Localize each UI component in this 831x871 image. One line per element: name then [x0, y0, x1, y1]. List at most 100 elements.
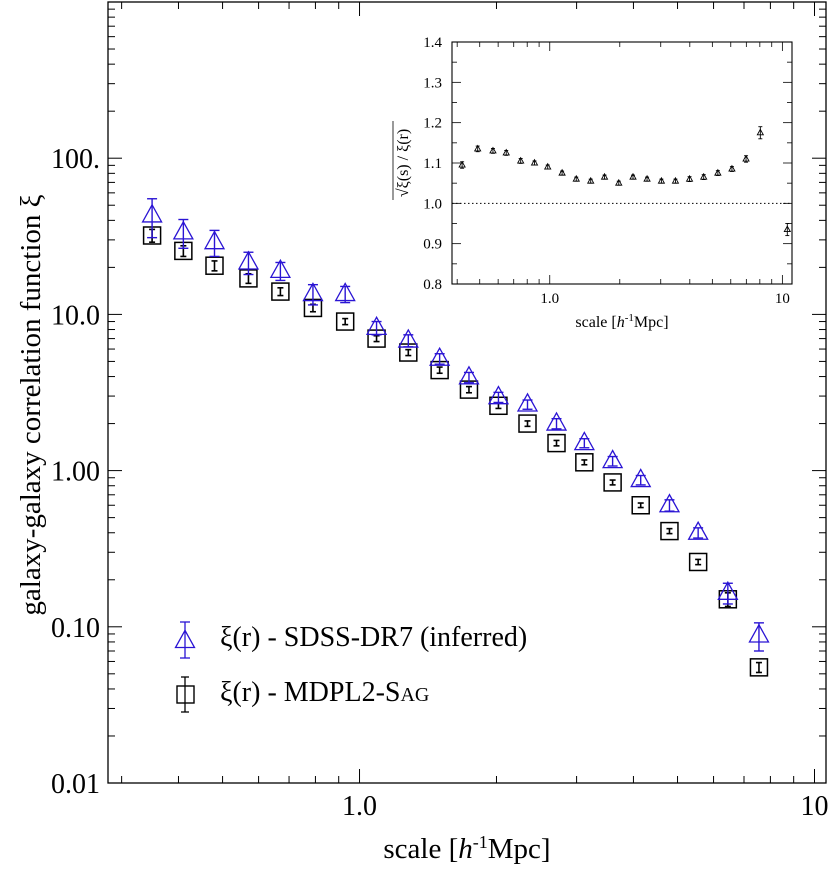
error-bar [579, 438, 590, 449]
triangle-marker [516, 392, 539, 412]
error-bar [211, 260, 218, 272]
data-point [603, 473, 622, 492]
legend-label: ξ(r) - MDPL2-SAG [220, 677, 429, 708]
data-point [489, 146, 497, 154]
data-point [558, 168, 566, 176]
data-point [205, 256, 224, 275]
square-marker [205, 256, 224, 275]
square-marker [688, 552, 708, 572]
data-point [516, 392, 539, 412]
inset-x-tick-label: 10 [775, 291, 790, 307]
y-tick-label: 0.10 [51, 613, 100, 644]
triangle-marker [742, 154, 750, 162]
error-bar [147, 198, 158, 239]
error-bar [524, 420, 531, 428]
triangle-marker [657, 176, 666, 184]
data-point [756, 126, 765, 140]
triangle-marker [543, 162, 552, 170]
error-bar [463, 371, 474, 384]
error-bar [371, 320, 382, 336]
data-point [458, 365, 480, 385]
data-point [575, 453, 594, 472]
data-point [334, 282, 356, 304]
triangle-marker [516, 156, 525, 164]
data-point [728, 164, 736, 172]
square-marker [749, 658, 769, 677]
data-point [530, 158, 539, 166]
data-point [742, 154, 750, 163]
x-axis-label-part: scale [ [383, 833, 458, 865]
triangle-marker [714, 168, 722, 176]
error-bar [664, 499, 675, 512]
data-point [631, 496, 650, 515]
error-bar [307, 283, 318, 306]
error-bar [666, 527, 673, 535]
legend-label-main: ξ(r) - MDPL2-S [220, 677, 400, 708]
data-point [335, 312, 355, 331]
data-point [572, 174, 581, 182]
data-point [141, 198, 163, 239]
y-axis-label: galaxy-galaxy correlation function ξ [15, 194, 47, 615]
inset-plot-frame [451, 41, 793, 285]
error-bar [753, 622, 764, 652]
data-point [749, 658, 769, 677]
error-bar [277, 287, 284, 297]
main-plot-frame [107, 1, 827, 784]
data-point [487, 385, 510, 405]
error-bar [403, 334, 414, 348]
inset-y-tick-label: 1.0 [423, 196, 442, 212]
data-point [473, 144, 482, 153]
y-tick-label: 1.00 [51, 457, 100, 488]
inset-series-ratio [458, 126, 792, 237]
triangle-marker [685, 174, 694, 182]
x-tick-label: 10 [800, 791, 828, 822]
triangle-marker [630, 468, 652, 488]
inset-y-tick-label: 1.3 [423, 75, 442, 91]
data-point [516, 156, 525, 164]
error-bar [755, 661, 762, 674]
square-marker [575, 453, 594, 472]
error-bar [340, 285, 351, 304]
square-marker [660, 521, 679, 541]
square-marker [518, 414, 537, 433]
triangle-marker [530, 158, 539, 166]
inset-y-axis-label: √ξ(s) / ξ(r) [395, 129, 412, 197]
data-point [717, 580, 739, 605]
data-point [365, 315, 388, 336]
y-tick-label: 100. [51, 144, 100, 175]
triangle-marker [502, 148, 510, 156]
data-point [397, 328, 419, 348]
data-point [614, 178, 623, 186]
inset-y-tick-label: 1.2 [423, 116, 442, 132]
data-point [660, 521, 679, 541]
square-marker [547, 433, 566, 453]
triangle-marker [699, 172, 708, 180]
triangle-marker [489, 146, 497, 154]
data-point [600, 172, 609, 180]
data-point [671, 176, 680, 184]
triangle-marker [756, 128, 765, 136]
data-point [547, 433, 566, 453]
error-bar [695, 558, 702, 566]
inset-x-axis-label-part: scale [ [575, 314, 616, 331]
inset-x-tick-label: 1.0 [540, 291, 559, 307]
inset-y-tick-label: 0.9 [423, 237, 442, 253]
data-point [748, 622, 770, 652]
triangle-marker [602, 449, 624, 469]
data-point [237, 250, 260, 276]
data-point [629, 172, 637, 180]
data-point [586, 176, 595, 184]
triangle-marker [572, 174, 581, 182]
triangle-marker [558, 168, 566, 176]
triangle-marker [728, 164, 736, 172]
error-bar [609, 479, 616, 486]
triangle-marker [487, 385, 510, 405]
error-bar [522, 399, 533, 410]
square-marker [631, 496, 650, 515]
triangle-marker [643, 174, 651, 182]
triangle-marker [687, 520, 709, 540]
triangle-marker [458, 365, 480, 385]
triangle-marker [600, 172, 609, 180]
